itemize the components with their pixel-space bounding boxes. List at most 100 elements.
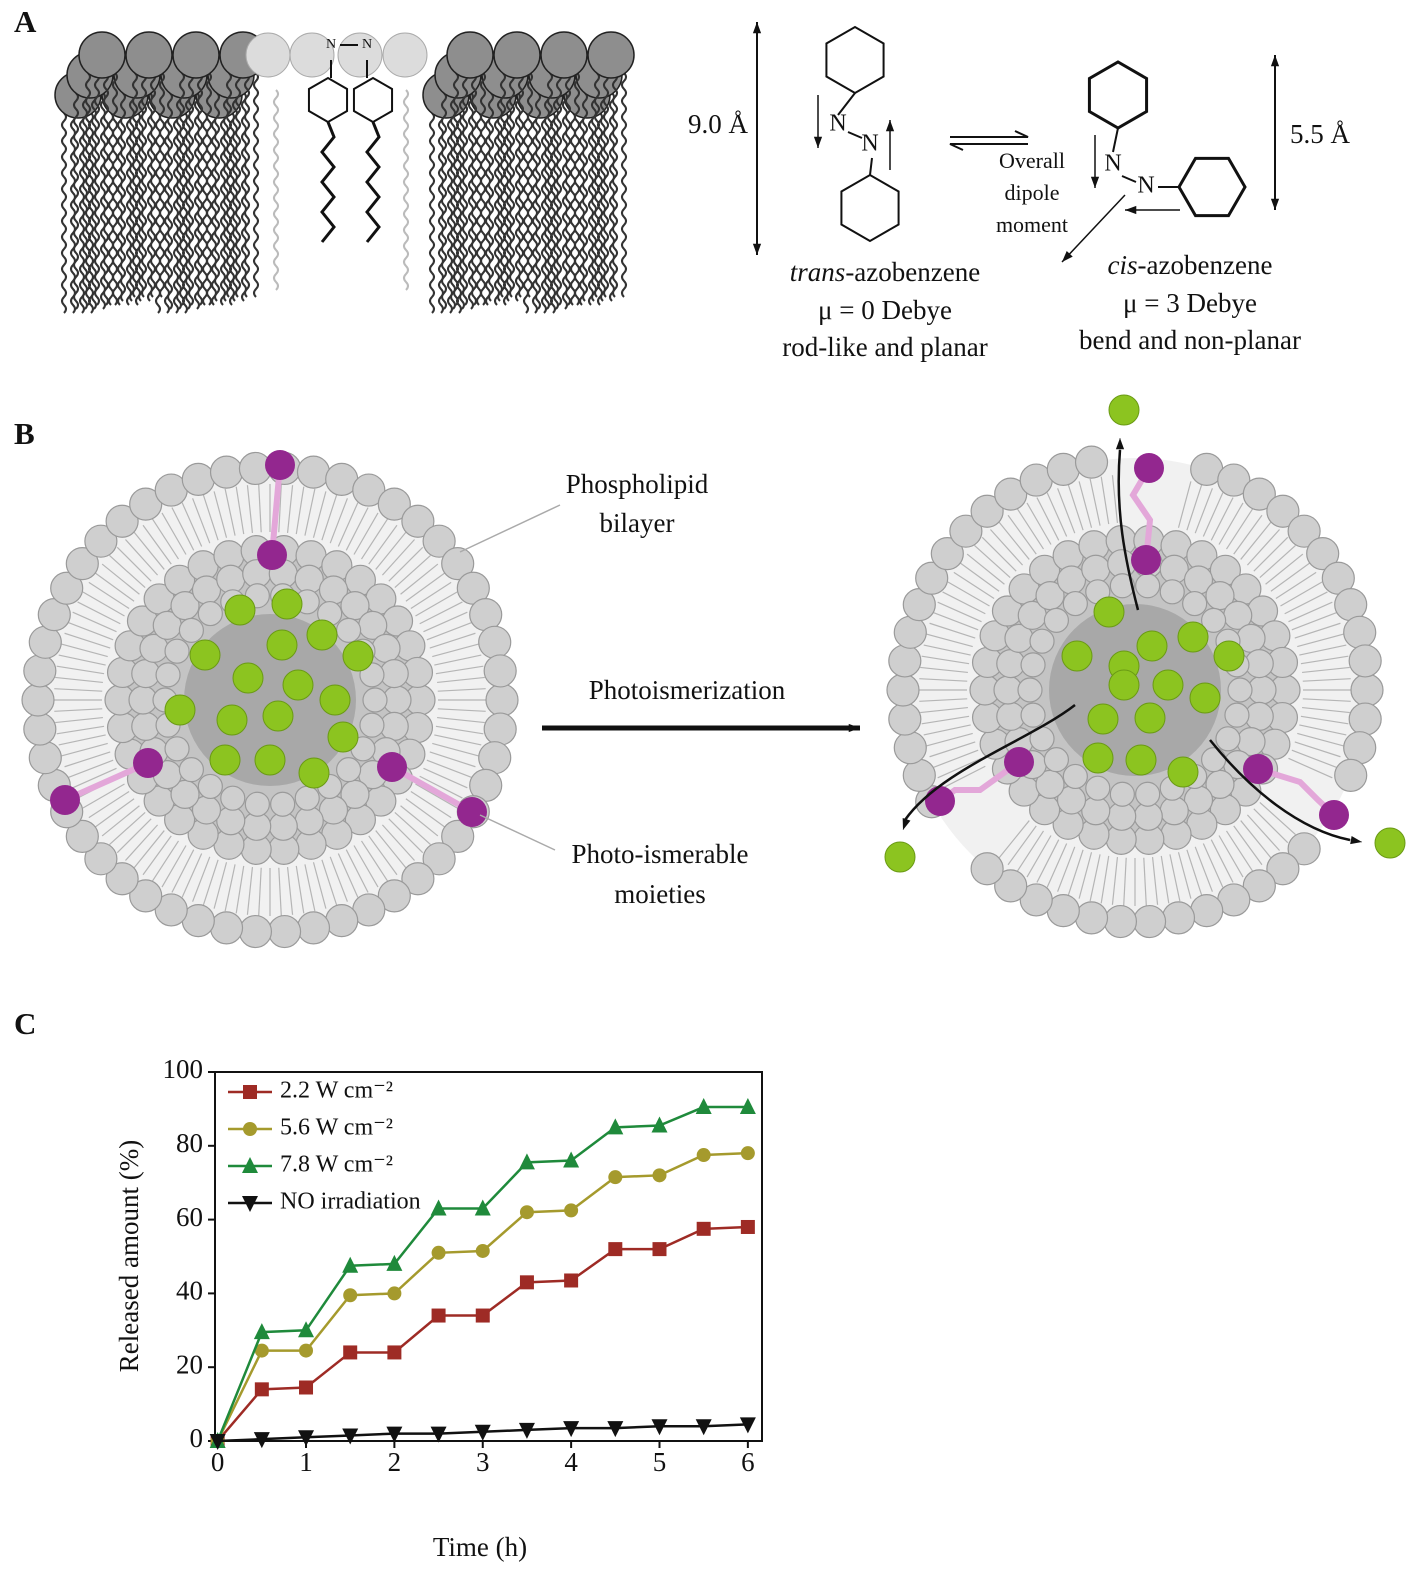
lipid-tail bbox=[929, 622, 976, 639]
lipid-tail bbox=[929, 741, 976, 758]
chart: Time (h) Released amount (%) 02040608010… bbox=[114, 1054, 763, 1562]
cargo bbox=[1093, 596, 1125, 628]
cargo bbox=[216, 704, 248, 736]
marker bbox=[386, 1426, 403, 1443]
azo-linker bbox=[1129, 466, 1154, 561]
cargo bbox=[342, 640, 374, 672]
marker bbox=[242, 1157, 258, 1173]
lipid-tail bbox=[426, 759, 472, 778]
lipid-head bbox=[1029, 628, 1055, 654]
lipid-tail bbox=[1259, 545, 1296, 579]
lipid-tail bbox=[434, 654, 482, 666]
x-tick-label: 2 bbox=[388, 1447, 402, 1477]
process-label: Photoismerization bbox=[589, 675, 786, 705]
lipid-tail bbox=[1246, 529, 1280, 566]
lipid-tail bbox=[485, 112, 491, 306]
lipid-tail bbox=[125, 824, 159, 861]
lipid-tail bbox=[1265, 553, 1304, 585]
dipole-arrow-head bbox=[1125, 205, 1137, 215]
lipid-tail bbox=[919, 698, 968, 702]
lipid-head bbox=[1109, 573, 1135, 599]
atom-label: N bbox=[1137, 173, 1154, 199]
lipid-tail bbox=[61, 112, 67, 314]
lipid-head bbox=[377, 879, 411, 913]
lipid-head bbox=[1190, 894, 1224, 928]
lipid-head bbox=[422, 842, 456, 876]
cargo bbox=[1374, 827, 1406, 859]
atom-label: N bbox=[362, 37, 372, 52]
lipid-head bbox=[483, 712, 517, 746]
lipid-tail bbox=[1218, 835, 1244, 878]
lipid-tail bbox=[286, 485, 294, 533]
lipid-tail bbox=[192, 856, 211, 902]
lipid-tail bbox=[462, 72, 468, 306]
lipid-head bbox=[1182, 590, 1208, 617]
lipid-tail bbox=[64, 632, 111, 649]
cargo bbox=[232, 662, 264, 694]
lipid-tail bbox=[108, 112, 114, 306]
release-path bbox=[1117, 449, 1140, 611]
marker bbox=[298, 1321, 315, 1338]
lipid-tail bbox=[206, 72, 212, 306]
lipid-tail bbox=[82, 591, 125, 617]
lipid-head bbox=[172, 31, 220, 79]
benzene-ring bbox=[1087, 60, 1149, 130]
y-axis-label: Released amount (%) bbox=[114, 1140, 144, 1372]
lipid-tail bbox=[1297, 732, 1344, 747]
marker bbox=[342, 1256, 359, 1273]
lipid-head bbox=[1046, 452, 1080, 486]
lipid-tail bbox=[582, 92, 588, 302]
lipid-tail bbox=[921, 655, 970, 665]
lipid-tail bbox=[167, 92, 173, 310]
lipid-tail bbox=[612, 72, 618, 298]
lipid-tail bbox=[503, 112, 509, 306]
lipid-tail bbox=[441, 92, 447, 310]
lipid-tail bbox=[547, 72, 553, 306]
cargo bbox=[1189, 682, 1221, 714]
lipid-tail bbox=[72, 611, 117, 633]
lipid-tail bbox=[933, 612, 979, 631]
lipid-head bbox=[181, 462, 215, 496]
lipid-tail bbox=[213, 491, 228, 538]
cargo bbox=[319, 684, 351, 716]
cargo bbox=[266, 629, 298, 661]
lipid-tail bbox=[926, 633, 973, 648]
lipid-head bbox=[105, 862, 139, 896]
marker bbox=[608, 1242, 623, 1257]
lipid-head bbox=[294, 806, 324, 836]
lipid-tail bbox=[246, 485, 254, 533]
cargo bbox=[298, 757, 330, 789]
y-tick-label: 40 bbox=[176, 1276, 203, 1306]
lipid-tail bbox=[1288, 757, 1333, 779]
lipid-tail bbox=[1067, 849, 1084, 896]
lipid-head bbox=[493, 31, 541, 79]
lipid-tail bbox=[94, 798, 135, 828]
marker bbox=[739, 1098, 756, 1115]
bond bbox=[1112, 127, 1179, 188]
isomer-shape: bend and non-planar bbox=[1079, 325, 1301, 355]
marker bbox=[695, 1098, 712, 1115]
marker bbox=[474, 1199, 491, 1216]
lipid-tail bbox=[1253, 808, 1289, 844]
photo-moiety bbox=[133, 748, 163, 778]
lipid-tail bbox=[1160, 855, 1170, 904]
lipid-head bbox=[1242, 869, 1276, 903]
lipid-tail bbox=[426, 622, 472, 641]
azo-linker bbox=[63, 760, 150, 803]
lipid-tail bbox=[1291, 749, 1337, 768]
lipid-head bbox=[1266, 494, 1300, 528]
length-arrow-head bbox=[752, 243, 762, 255]
lipid-head bbox=[216, 564, 246, 594]
lipid-tail bbox=[400, 805, 439, 837]
lipid-tail bbox=[202, 112, 208, 306]
lipid-tail bbox=[77, 601, 121, 625]
lipid-tail bbox=[415, 591, 458, 617]
lipid-tail bbox=[437, 688, 486, 692]
lipid-tail bbox=[429, 751, 476, 768]
lipid-head bbox=[1287, 832, 1321, 866]
lipid-head bbox=[970, 494, 1004, 528]
lipid-head-light bbox=[289, 32, 335, 78]
lipid-tail bbox=[229, 112, 235, 306]
callout: Phospholipid bbox=[566, 469, 709, 499]
lipid-tail bbox=[1225, 508, 1254, 550]
